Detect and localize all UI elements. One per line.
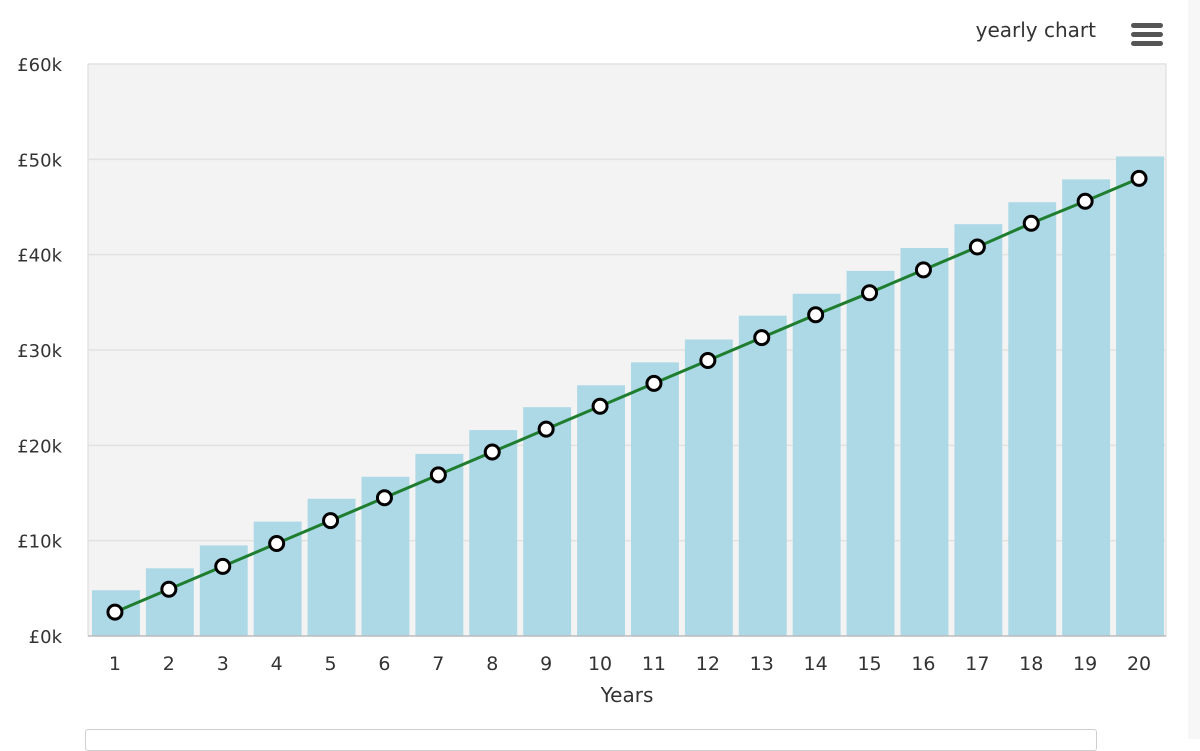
bar	[523, 407, 572, 636]
line-point	[268, 535, 286, 553]
x-tick-label: 1	[109, 653, 121, 675]
x-tick-label: 19	[1073, 653, 1097, 675]
line-point	[483, 443, 501, 461]
x-tick-label: 8	[486, 653, 498, 675]
panel-below-chart	[85, 729, 1097, 751]
line-point	[214, 557, 232, 575]
x-tick-label: 4	[271, 653, 283, 675]
bar	[145, 568, 194, 636]
x-tick-label: 11	[642, 653, 666, 675]
x-tick-label: 6	[378, 653, 390, 675]
x-axis-label: Years	[600, 683, 654, 707]
line-point	[861, 284, 879, 302]
x-tick-label: 12	[696, 653, 720, 675]
line-point	[645, 374, 663, 392]
line-point	[807, 306, 825, 324]
bar	[738, 315, 787, 636]
x-tick-label: 13	[750, 653, 774, 675]
x-tick-label: 2	[163, 653, 175, 675]
bar	[1116, 156, 1164, 636]
bar	[1008, 202, 1057, 636]
line-point	[375, 489, 393, 507]
line-point	[106, 603, 124, 621]
bar	[1062, 179, 1111, 636]
x-tick-label: 10	[588, 653, 612, 675]
x-tick-label: 20	[1127, 653, 1151, 675]
y-tick-label: £10k	[17, 532, 62, 553]
line-point	[1130, 169, 1148, 187]
y-tick-label: £40k	[17, 246, 62, 267]
line-point	[429, 466, 447, 484]
x-tick-label: 16	[911, 653, 935, 675]
x-tick-label: 3	[217, 653, 229, 675]
x-tick-label: 15	[857, 653, 881, 675]
x-tick-label: 5	[325, 653, 337, 675]
y-tick-label: £20k	[17, 436, 62, 457]
series-line	[114, 177, 1140, 614]
bar	[577, 385, 625, 636]
y-tick-label: £60k	[17, 55, 62, 76]
chart-title: yearly chart	[975, 18, 1096, 42]
x-tick-label: 18	[1019, 653, 1043, 675]
yearly-chart: £0k£10k£20k£30k£40k£50k£60k 1 2 3 4 5 6 7 8 9 10 1…	[17, 55, 1167, 707]
page-edge-strip	[1188, 0, 1200, 739]
bar	[415, 453, 464, 636]
line-point	[1022, 214, 1040, 232]
bar	[954, 224, 1003, 636]
y-tick-label: £50k	[17, 150, 62, 171]
line-point	[160, 580, 178, 598]
x-tick-label: 14	[804, 653, 828, 675]
bar	[900, 247, 949, 636]
bar	[792, 293, 841, 636]
x-tick-label: 9	[540, 653, 552, 675]
line-series	[106, 169, 1148, 621]
line-point	[753, 329, 771, 347]
line-point	[537, 420, 555, 438]
line-point	[1076, 192, 1094, 210]
y-axis: £0k £10k £20k £30k £40k £50k £60k	[17, 55, 62, 648]
line-point	[914, 261, 932, 279]
hamburger-menu-icon[interactable]	[1131, 23, 1165, 47]
bar	[684, 339, 733, 636]
y-tick-label: £0k	[29, 627, 63, 648]
line-point	[699, 351, 717, 369]
bar	[631, 362, 679, 636]
y-tick-label: £30k	[17, 341, 62, 362]
line-point	[968, 238, 986, 256]
x-tick-label: 7	[432, 653, 444, 675]
bar	[469, 430, 518, 636]
line-point	[591, 397, 609, 415]
bar-series	[92, 156, 1164, 636]
x-axis: 1 2 3 4 5 6 7 8 9 10 11 12 13 14 15 16 17 18 19 20	[88, 635, 1166, 675]
line-point	[322, 512, 340, 530]
bar	[846, 270, 895, 636]
x-tick-label: 17	[965, 653, 989, 675]
